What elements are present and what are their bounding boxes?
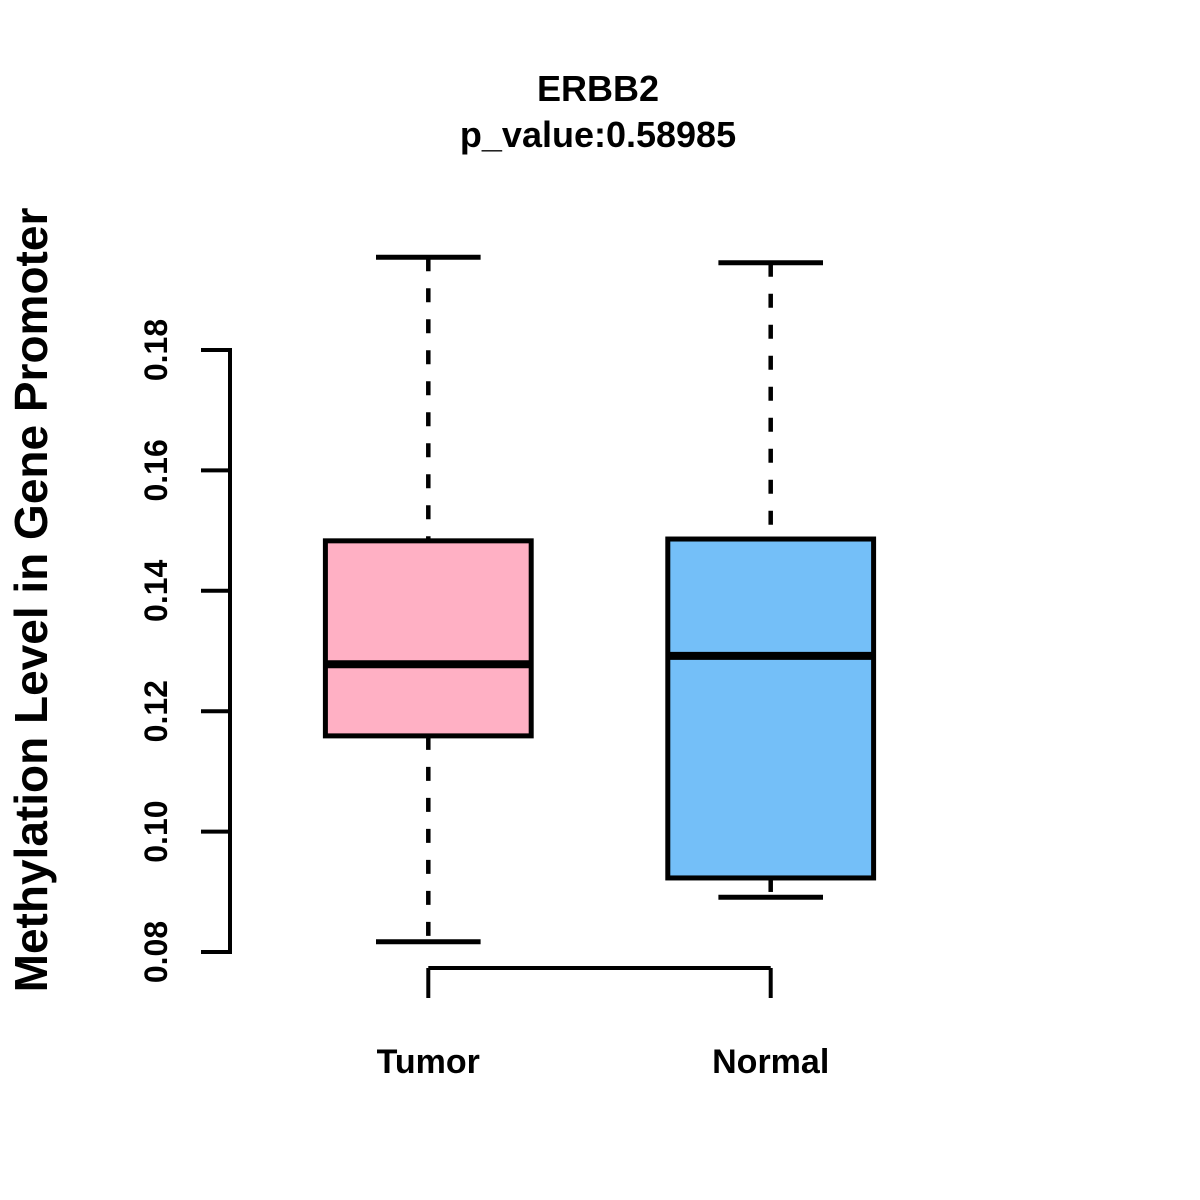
y-axis-tick-label: 0.08 (138, 921, 174, 983)
y-axis-tick-label: 0.18 (138, 319, 174, 381)
chart-title-block: ERBB2 p_value:0.58985 (0, 66, 1196, 158)
y-axis-tick-label: 0.14 (138, 559, 174, 621)
chart-title-pvalue: p_value:0.58985 (459, 114, 737, 155)
normal-box (665, 536, 877, 881)
tumor-category-label: Tumor (377, 1043, 480, 1081)
chart-title-gene: ERBB2 (536, 68, 660, 109)
tumor-box (322, 538, 534, 739)
normal-category-label: Normal (712, 1043, 829, 1081)
y-axis-title: Methylation Level in Gene Promoter (5, 208, 57, 993)
y-axis-tick-label: 0.10 (138, 800, 174, 862)
y-axis-tick-label: 0.16 (138, 439, 174, 501)
y-axis-tick-label: 0.12 (138, 680, 174, 742)
